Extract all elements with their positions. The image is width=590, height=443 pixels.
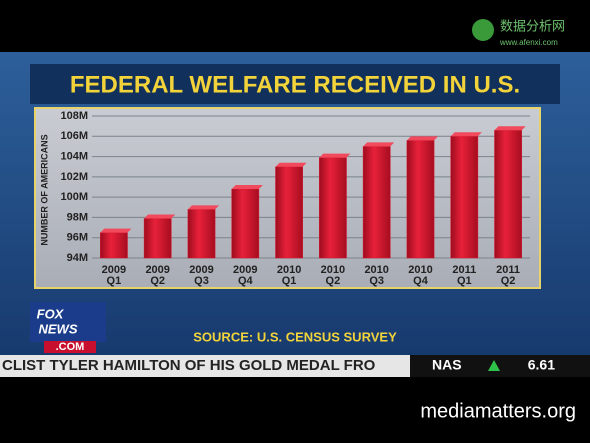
- x-tick-label: 2009 Q4: [233, 264, 258, 287]
- watermark-icon: [472, 19, 494, 41]
- bar: [406, 140, 435, 259]
- bar-top: [100, 228, 132, 233]
- ticker-text: CLIST TYLER HAMILTON OF HIS GOLD MEDAL F…: [2, 357, 376, 374]
- title-band: [30, 64, 560, 104]
- logo: [30, 302, 106, 342]
- bar: [319, 157, 347, 259]
- y-tick-label: 100M: [60, 191, 88, 203]
- x-tick-label: 2010 Q4: [408, 264, 433, 287]
- bar-top: [319, 153, 351, 158]
- watermark-url: www.afenxi.com: [499, 38, 558, 47]
- x-tick-label: 2009 Q3: [189, 264, 214, 287]
- bar: [143, 218, 172, 259]
- logo-text: NEWS: [39, 321, 78, 336]
- x-tick-label: 2010 Q2: [320, 264, 346, 287]
- footer-brand: mediamatters.org: [420, 400, 576, 422]
- bar-top: [144, 214, 176, 219]
- y-tick-label: 96M: [67, 232, 88, 244]
- logo-text: FOX: [37, 306, 65, 321]
- logo-text: .COM: [56, 341, 85, 353]
- source: SOURCE: U.S. CENSUS SURVEY: [193, 329, 397, 344]
- market-bar: [410, 355, 590, 377]
- watermark: 数据分析网: [500, 18, 565, 33]
- y-tick-label: 94M: [67, 252, 88, 264]
- ticker-symbol: NAS: [432, 357, 462, 373]
- x-tick-label: 2010 Q1: [276, 264, 302, 287]
- bar: [100, 232, 128, 259]
- y-tick-label: 106M: [60, 130, 88, 142]
- x-tick-label: 2010 Q3: [364, 264, 389, 287]
- x-tick-label: 2011 Q1: [452, 264, 477, 287]
- x-tick-label: 2009 Q1: [101, 264, 127, 287]
- y-tick-label: 108M: [60, 110, 88, 122]
- y-axis-label: NUMBER OF AMERICANS: [39, 134, 49, 245]
- bar: [187, 209, 216, 259]
- y-tick-label: 98M: [67, 211, 88, 223]
- chart-title: FEDERAL WELFARE RECEIVED IN U.S.: [70, 71, 520, 98]
- bar-top: [231, 185, 263, 190]
- x-tick-label: 2009 Q2: [145, 264, 170, 287]
- x-tick-label: 2011 Q2: [496, 264, 521, 287]
- bar-top: [450, 132, 482, 137]
- y-tick-label: 104M: [60, 150, 88, 162]
- up-arrow: [488, 360, 500, 371]
- bar: [450, 136, 479, 259]
- bar: [494, 129, 522, 259]
- bar: [362, 146, 391, 259]
- bar-top: [406, 136, 439, 141]
- ticker-bar: [0, 355, 410, 377]
- bar-top: [363, 142, 395, 147]
- logo-com-bg: [44, 341, 96, 353]
- ticker-value: 6.61: [528, 357, 555, 373]
- y-tick-label: 102M: [60, 171, 88, 183]
- bar: [275, 166, 303, 259]
- bar: [231, 188, 260, 259]
- bar-top: [187, 205, 220, 210]
- bar-top: [275, 162, 307, 167]
- bar-top: [494, 126, 526, 131]
